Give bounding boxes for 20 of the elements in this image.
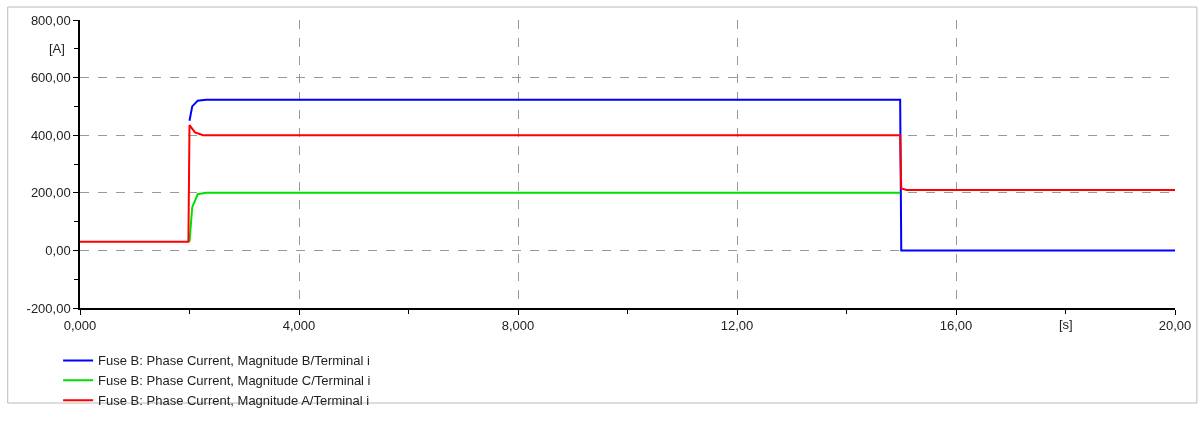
legend-label: Fuse B: Phase Current, Magnitude C/Terminal i [98, 373, 371, 389]
x-tick-label: 20,00 [1158, 318, 1192, 334]
y-tick-label: 0,00 [45, 242, 71, 258]
line-series [188, 98, 1175, 252]
line-series [80, 124, 1175, 243]
x-tick-label: 12,00 [720, 318, 754, 334]
y-tick-label: -200,00 [26, 300, 71, 316]
x-axis-title: [s] [1059, 317, 1073, 332]
y-tick-label: 200,00 [30, 185, 71, 201]
y-tick-label: 600,00 [30, 70, 71, 86]
x-tick-label: 16,00 [939, 318, 973, 334]
line-series [188, 191, 902, 243]
y-axis-title: [A] [49, 41, 65, 56]
x-tick-label: 8,000 [501, 318, 535, 334]
y-tick-label: 800,00 [30, 12, 71, 28]
x-tick-label: 4,000 [282, 318, 316, 334]
legend-label: Fuse B: Phase Current, Magnitude A/Terminal i [98, 393, 370, 409]
x-tick-label: 0,000 [63, 318, 97, 334]
y-tick-label: 400,00 [30, 127, 71, 143]
legend-label: Fuse B: Phase Current, Magnitude B/Terminal i [98, 353, 370, 369]
